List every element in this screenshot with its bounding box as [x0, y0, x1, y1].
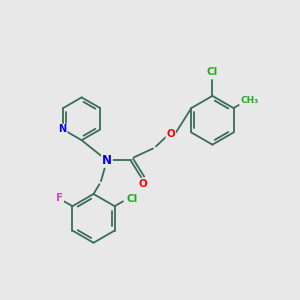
Text: N: N: [58, 124, 67, 134]
Text: Cl: Cl: [126, 194, 138, 204]
Text: N: N: [102, 154, 112, 167]
Text: O: O: [167, 129, 175, 139]
Text: Cl: Cl: [207, 67, 218, 76]
Text: O: O: [139, 178, 148, 189]
Text: CH₃: CH₃: [240, 96, 258, 105]
Text: F: F: [56, 193, 63, 203]
